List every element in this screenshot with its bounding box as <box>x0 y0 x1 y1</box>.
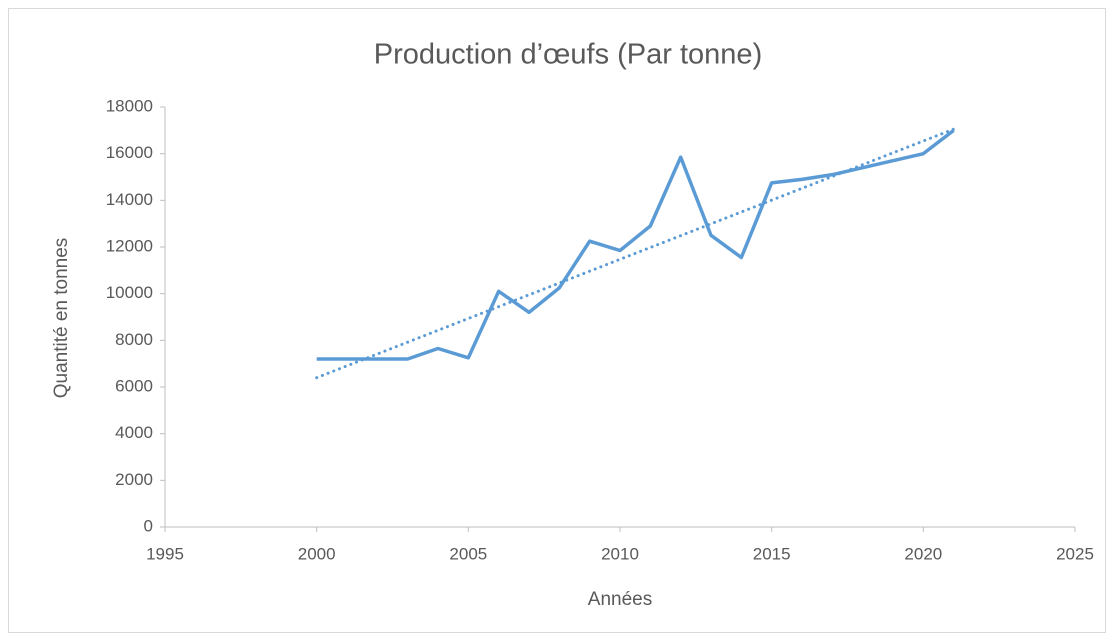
chart-title: Production d’œufs (Par tonne) <box>374 39 762 71</box>
y-tick-label: 18000 <box>106 96 153 115</box>
x-tick-label: 2020 <box>904 544 942 563</box>
x-tick-label: 1995 <box>146 544 184 563</box>
y-tick-label: 0 <box>144 516 153 535</box>
y-tick-label: 16000 <box>106 143 153 162</box>
trend-line <box>315 127 956 380</box>
y-tick-label: 4000 <box>115 423 153 442</box>
x-axis-label: Années <box>588 589 652 610</box>
x-tick-label: 2025 <box>1056 544 1094 563</box>
x-tick-label: 2010 <box>601 544 639 563</box>
y-tick-label: 10000 <box>106 283 153 302</box>
data-line <box>316 128 955 361</box>
y-tick-label: 14000 <box>106 190 153 209</box>
y-tick-label: 2000 <box>115 470 153 489</box>
y-tick-label: 12000 <box>106 236 153 255</box>
x-tick-label: 2015 <box>753 544 791 563</box>
y-tick-label: 8000 <box>115 330 153 349</box>
y-tick-label: 6000 <box>115 376 153 395</box>
chart-border <box>8 8 1106 633</box>
y-axis-label: Quantité en tonnes <box>51 238 72 399</box>
x-tick-label: 2000 <box>298 544 336 563</box>
x-tick-label: 2005 <box>449 544 487 563</box>
